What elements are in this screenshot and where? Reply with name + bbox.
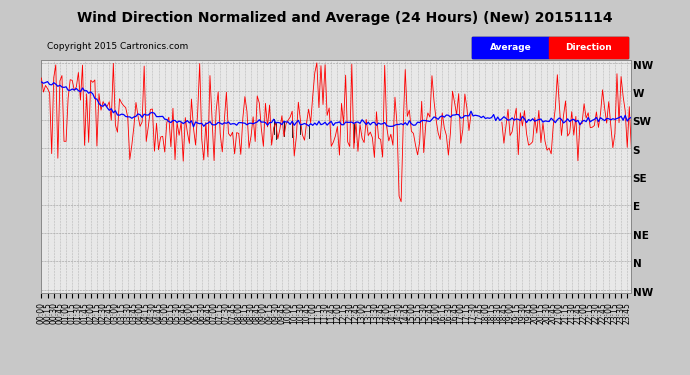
- Text: N: N: [633, 259, 641, 269]
- FancyBboxPatch shape: [549, 37, 629, 58]
- FancyBboxPatch shape: [472, 37, 549, 58]
- Text: SW: SW: [633, 117, 651, 128]
- Text: NW: NW: [633, 288, 653, 297]
- Text: NW: NW: [633, 61, 653, 70]
- Text: W: W: [633, 89, 644, 99]
- Text: SE: SE: [633, 174, 647, 184]
- Text: E: E: [633, 202, 640, 213]
- Text: NE: NE: [633, 231, 649, 241]
- Text: Copyright 2015 Cartronics.com: Copyright 2015 Cartronics.com: [48, 42, 188, 51]
- Text: Average: Average: [489, 43, 531, 52]
- FancyBboxPatch shape: [472, 37, 629, 58]
- Text: Wind Direction Normalized and Average (24 Hours) (New) 20151114: Wind Direction Normalized and Average (2…: [77, 11, 613, 25]
- Text: S: S: [633, 146, 640, 156]
- Text: Direction: Direction: [566, 43, 612, 52]
